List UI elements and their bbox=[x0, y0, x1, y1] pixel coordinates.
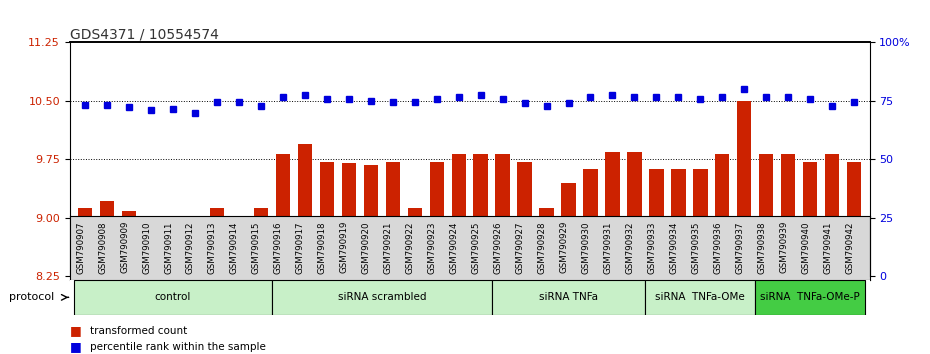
Text: GSM790941: GSM790941 bbox=[823, 221, 832, 274]
Text: transformed count: transformed count bbox=[90, 326, 188, 336]
Text: GSM790928: GSM790928 bbox=[538, 221, 547, 274]
Bar bbox=[473, 154, 487, 276]
Text: GSM790936: GSM790936 bbox=[713, 221, 723, 274]
Bar bbox=[492, 280, 645, 315]
Text: GSM790917: GSM790917 bbox=[296, 221, 305, 274]
Text: protocol: protocol bbox=[8, 292, 54, 302]
Bar bbox=[254, 209, 268, 276]
Bar bbox=[847, 162, 861, 276]
Text: GSM790923: GSM790923 bbox=[428, 221, 437, 274]
Bar bbox=[804, 162, 817, 276]
Text: GSM790912: GSM790912 bbox=[186, 221, 195, 274]
Text: GSM790911: GSM790911 bbox=[164, 221, 173, 274]
Bar bbox=[188, 217, 202, 276]
Text: GSM790924: GSM790924 bbox=[450, 221, 458, 274]
Text: GSM790932: GSM790932 bbox=[626, 221, 634, 274]
Bar bbox=[166, 229, 180, 276]
Bar bbox=[407, 209, 422, 276]
Text: GSM790925: GSM790925 bbox=[472, 221, 481, 274]
Text: GSM790930: GSM790930 bbox=[581, 221, 591, 274]
Bar bbox=[144, 266, 158, 276]
Text: percentile rank within the sample: percentile rank within the sample bbox=[90, 342, 266, 352]
Bar bbox=[715, 154, 729, 276]
Text: GSM790908: GSM790908 bbox=[98, 221, 107, 274]
Bar bbox=[320, 162, 334, 276]
Bar bbox=[671, 170, 685, 276]
Text: GSM790910: GSM790910 bbox=[142, 221, 151, 274]
Text: ■: ■ bbox=[70, 325, 82, 337]
Bar bbox=[628, 152, 642, 276]
Bar bbox=[755, 280, 865, 315]
Text: GSM790918: GSM790918 bbox=[318, 221, 326, 274]
Text: siRNA TNFa: siRNA TNFa bbox=[539, 292, 598, 302]
Text: GSM790909: GSM790909 bbox=[120, 221, 129, 273]
Text: GSM790929: GSM790929 bbox=[560, 221, 568, 273]
Bar bbox=[298, 144, 312, 276]
Bar bbox=[583, 170, 598, 276]
Bar bbox=[430, 162, 444, 276]
Text: GSM790907: GSM790907 bbox=[76, 221, 86, 274]
Text: siRNA scrambled: siRNA scrambled bbox=[338, 292, 426, 302]
Bar bbox=[781, 154, 795, 276]
Bar bbox=[693, 170, 708, 276]
Text: GSM790937: GSM790937 bbox=[736, 221, 744, 274]
Bar bbox=[74, 280, 272, 315]
Bar bbox=[364, 165, 378, 276]
Bar bbox=[645, 280, 755, 315]
Text: GSM790939: GSM790939 bbox=[779, 221, 789, 273]
Bar bbox=[539, 209, 553, 276]
Bar bbox=[517, 162, 532, 276]
Bar bbox=[562, 183, 576, 276]
Text: GSM790922: GSM790922 bbox=[405, 221, 415, 274]
Bar bbox=[210, 209, 224, 276]
Text: GSM790927: GSM790927 bbox=[515, 221, 525, 274]
Text: GSM790921: GSM790921 bbox=[384, 221, 392, 274]
Text: GSM790914: GSM790914 bbox=[230, 221, 239, 274]
Text: GSM790940: GSM790940 bbox=[802, 221, 810, 274]
Bar bbox=[78, 209, 92, 276]
Text: GSM790916: GSM790916 bbox=[273, 221, 283, 274]
Bar bbox=[759, 154, 774, 276]
Text: GSM790934: GSM790934 bbox=[670, 221, 678, 274]
Bar bbox=[341, 163, 356, 276]
Bar bbox=[275, 154, 290, 276]
Bar bbox=[605, 152, 619, 276]
Bar bbox=[825, 154, 840, 276]
Bar bbox=[737, 101, 751, 276]
Bar bbox=[452, 154, 466, 276]
Text: GDS4371 / 10554574: GDS4371 / 10554574 bbox=[70, 27, 219, 41]
Text: GSM790935: GSM790935 bbox=[691, 221, 700, 274]
Bar bbox=[649, 170, 664, 276]
Text: GSM790926: GSM790926 bbox=[494, 221, 502, 274]
Bar bbox=[122, 211, 136, 276]
Bar bbox=[100, 201, 114, 276]
Text: GSM790920: GSM790920 bbox=[362, 221, 371, 274]
Text: GSM790913: GSM790913 bbox=[208, 221, 217, 274]
Text: GSM790938: GSM790938 bbox=[757, 221, 766, 274]
Text: control: control bbox=[154, 292, 192, 302]
Text: GSM790933: GSM790933 bbox=[647, 221, 657, 274]
Text: GSM790942: GSM790942 bbox=[845, 221, 854, 274]
Text: siRNA  TNFa-OMe: siRNA TNFa-OMe bbox=[656, 292, 745, 302]
Bar bbox=[272, 280, 492, 315]
Text: siRNA  TNFa-OMe-P: siRNA TNFa-OMe-P bbox=[761, 292, 860, 302]
Text: GSM790915: GSM790915 bbox=[252, 221, 261, 274]
Bar bbox=[496, 154, 510, 276]
Text: GSM790919: GSM790919 bbox=[339, 221, 349, 273]
Bar bbox=[232, 269, 246, 276]
Text: GSM790931: GSM790931 bbox=[604, 221, 613, 274]
Text: ■: ■ bbox=[70, 341, 82, 353]
Bar bbox=[386, 162, 400, 276]
